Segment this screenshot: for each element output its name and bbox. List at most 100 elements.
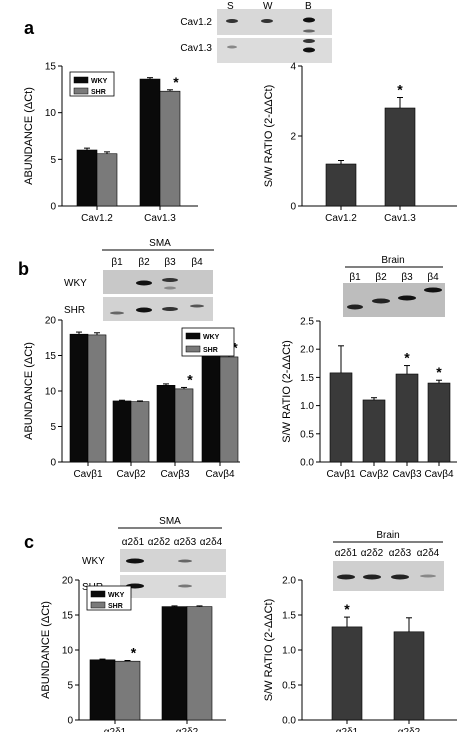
y-tick-label: 1.5 <box>300 373 314 384</box>
gel-band <box>363 574 381 580</box>
y-tick-label: 1.5 <box>282 611 296 622</box>
bar <box>219 356 239 463</box>
gel-band <box>126 558 144 564</box>
y-tick-label: 2.5 <box>300 317 314 328</box>
legend-swatch <box>73 76 89 84</box>
x-tick-label: α2δ2 <box>176 727 199 732</box>
gel-b-brain-lane-label: β4 <box>427 272 439 283</box>
gel-c-brain-lane-label: α2δ3 <box>389 548 412 559</box>
gel-b-brain-title: Brain <box>381 255 404 266</box>
gel-band <box>303 29 315 33</box>
legend-label: SHR <box>91 89 106 96</box>
chart-c-right: 0.0 0.5 1.0 1.5 2.0 S/W RATIO (2-ΔΔCt) α2δ1 * α2… <box>263 576 457 732</box>
y-axis-label: ABUNDANCE (ΔCt) <box>23 342 35 440</box>
y-tick-label: 15 <box>62 611 74 622</box>
legend: WKY SHR <box>86 585 132 611</box>
gel-c-sma-row1-background <box>120 549 226 572</box>
gel-band <box>372 298 390 304</box>
gel-band <box>178 584 192 588</box>
gel-band <box>398 295 416 301</box>
bar <box>331 626 363 721</box>
x-tick-label: α2δ1 <box>104 727 127 732</box>
bar <box>130 401 150 463</box>
gel-c-sma-lane-label: α2δ3 <box>174 537 197 548</box>
gel-c-sma-row-label: WKY <box>82 556 105 567</box>
chart-b-left: 0 5 10 15 20 ABUNDANCE (ΔCt) Cavβ1 Cavβ2 Cavβ3 * C… <box>23 316 240 480</box>
y-tick-label: 15 <box>45 351 57 362</box>
gel-b-brain: Brain β1 β2 β3 β4 <box>343 255 445 317</box>
y-tick-label: 4 <box>290 62 296 73</box>
x-tick-label: Cav1.2 <box>81 213 113 224</box>
x-tick-label: Cavβ3 <box>392 469 422 480</box>
x-tick-label: Cavβ1 <box>73 469 103 480</box>
gel-band <box>136 307 152 313</box>
significance-marker: * <box>436 364 442 380</box>
bar <box>96 153 118 207</box>
x-tick-label: α2δ2 <box>398 727 421 732</box>
gel-band <box>226 19 238 23</box>
significance-marker: * <box>397 82 403 98</box>
y-axis-label: S/W RATIO (2-ΔΔCt) <box>263 85 275 188</box>
y-tick-label: 1.0 <box>300 401 314 412</box>
gel-b-sma-row1-background <box>103 270 213 294</box>
gel-a-lane-label: W <box>263 1 273 12</box>
chart-c-left: 0 5 10 15 20 ABUNDANCE (ΔCt) α2δ1 * α2δ2 WKY SHR <box>40 576 226 732</box>
panel-letter-c: c <box>24 532 34 552</box>
gel-band <box>424 287 442 293</box>
gel-b-brain-lane-label: β1 <box>349 272 361 283</box>
bar <box>427 382 451 463</box>
gel-b-sma-lane-label: β2 <box>138 257 150 268</box>
charts: 0 5 10 15 ABUNDANCE (ΔCt) Cav1.2 Cav1.3 * WKY SHR… <box>23 62 457 732</box>
y-tick-label: 5 <box>50 422 56 433</box>
y-tick-label: 20 <box>45 316 57 327</box>
gel-a-lane-label: B <box>305 1 312 12</box>
gel-b-brain-lane-label: β2 <box>375 272 387 283</box>
chart-a-left: 0 5 10 15 ABUNDANCE (ΔCt) Cav1.2 Cav1.3 * WKY SHR <box>23 62 198 224</box>
gel-band <box>110 311 124 315</box>
bar <box>161 606 188 721</box>
gel-c-brain: Brain α2δ1 α2δ2 α2δ3 α2δ4 <box>333 530 444 591</box>
gel-band <box>337 574 355 580</box>
gel-c-brain-lane-label: α2δ4 <box>417 548 440 559</box>
gel-band <box>227 45 237 49</box>
bar <box>156 385 176 463</box>
legend-swatch <box>90 601 106 609</box>
gel-c-brain-title: Brain <box>376 530 399 541</box>
bar <box>89 659 116 721</box>
y-axis-label: S/W RATIO (2-ΔΔCt) <box>281 340 293 443</box>
y-tick-label: 10 <box>45 108 57 119</box>
legend-swatch <box>73 87 89 95</box>
significance-marker: * <box>344 601 350 617</box>
gel-b-sma: SMA β1 β2 β3 β4 WKY SHR <box>64 238 214 321</box>
bar <box>69 333 89 463</box>
legend-label: SHR <box>203 347 218 354</box>
gel-b-brain-lane-label: β3 <box>401 272 413 283</box>
x-tick-label: Cavβ2 <box>359 469 389 480</box>
y-tick-label: 20 <box>62 576 74 587</box>
y-tick-label: 0.5 <box>282 681 296 692</box>
significance-marker: * <box>404 350 410 366</box>
significance-marker: * <box>232 340 238 356</box>
x-tick-label: Cav1.3 <box>144 213 176 224</box>
y-tick-label: 2.0 <box>300 345 314 356</box>
gel-b-sma-row-label: SHR <box>64 305 85 316</box>
y-tick-label: 0 <box>290 202 296 213</box>
significance-marker: * <box>131 645 137 661</box>
bar <box>159 90 181 207</box>
legend-label: WKY <box>91 78 108 85</box>
legend-swatch <box>185 345 201 353</box>
gel-band <box>178 559 192 563</box>
y-tick-label: 5 <box>50 155 56 166</box>
x-tick-label: Cavβ1 <box>326 469 356 480</box>
gel-c-sma-title: SMA <box>159 516 181 527</box>
y-tick-label: 0.5 <box>300 429 314 440</box>
legend-swatch <box>90 590 106 598</box>
gel-a-row-label: Cav1.3 <box>180 43 212 54</box>
legend-swatch <box>185 332 201 340</box>
bar <box>76 149 98 207</box>
bar <box>362 399 386 463</box>
x-tick-label: Cav1.3 <box>384 213 416 224</box>
gel-band <box>303 17 315 23</box>
chart-a-right: 0 2 4 S/W RATIO (2-ΔΔCt) Cav1.2 Cav1.3 * <box>263 62 457 224</box>
gel-a-row-label: Cav1.2 <box>180 17 212 28</box>
